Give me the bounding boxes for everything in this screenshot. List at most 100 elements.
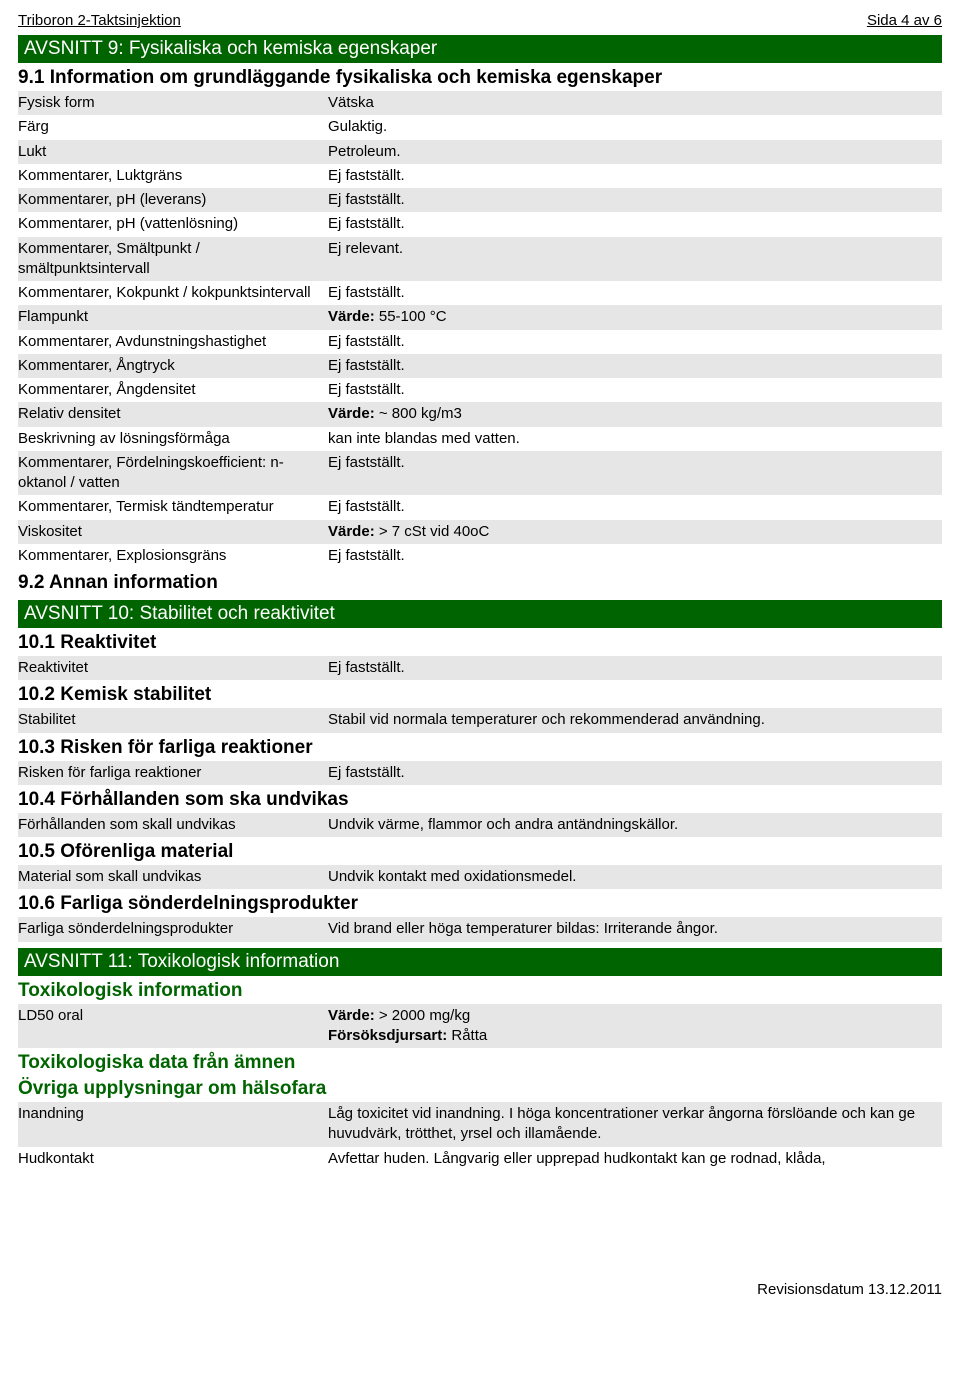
page-header: Triboron 2-Taktsinjektion Sida 4 av 6 xyxy=(18,12,942,29)
property-value: Ej fastställt. xyxy=(328,212,942,236)
section11-sub-tox: Toxikologisk information xyxy=(18,980,942,1002)
property-key: Relativ densitet xyxy=(18,402,328,426)
s10-r5-k: Material som skall undvikas xyxy=(18,865,328,889)
table-row: Kommentarer, ÅngdensitetEj fastställt. xyxy=(18,378,942,402)
table-row: Kommentarer, Fördelningskoefficient: n-o… xyxy=(18,451,942,496)
table-row: Kommentarer, AvdunstningshastighetEj fas… xyxy=(18,330,942,354)
property-key: Kommentarer, Kokpunkt / kokpunktsinterva… xyxy=(18,281,328,305)
property-key: Kommentarer, pH (vattenlösning) xyxy=(18,212,328,236)
s10-r3-k: Risken för farliga reaktioner xyxy=(18,761,328,785)
property-key: Kommentarer, Termisk tändtemperatur xyxy=(18,495,328,519)
property-key: Kommentarer, Ångtryck xyxy=(18,354,328,378)
table-row: LuktPetroleum. xyxy=(18,140,942,164)
table-row: Kommentarer, pH (vattenlösning)Ej fastst… xyxy=(18,212,942,236)
s10-r5-v: Undvik kontakt med oxidationsmedel. xyxy=(328,865,942,889)
property-value: Vätska xyxy=(328,91,942,115)
s11-ld50-vlabel: Värde: xyxy=(328,1007,375,1024)
property-value: Gulaktig. xyxy=(328,115,942,139)
property-value: Ej fastställt. xyxy=(328,495,942,519)
s11-ld50-vv: > 2000 mg/kg xyxy=(375,1007,470,1024)
property-key: Färg xyxy=(18,115,328,139)
s10-r6-v: Vid brand eller höga temperaturer bildas… xyxy=(328,917,942,941)
header-right: Sida 4 av 6 xyxy=(867,12,942,29)
s11-ld50-l2: Råtta xyxy=(447,1027,487,1044)
property-value: Ej fastställt. xyxy=(328,378,942,402)
s10-r4-k: Förhållanden som skall undvikas xyxy=(18,813,328,837)
property-key: Kommentarer, Fördelningskoefficient: n-o… xyxy=(18,451,328,496)
s11-inh-k: Inandning xyxy=(18,1102,328,1147)
section11-sub-data: Toxikologiska data från ämnen xyxy=(18,1052,942,1074)
property-value: Ej fastställt. xyxy=(328,544,942,568)
property-key: Kommentarer, Smältpunkt / smältpunktsint… xyxy=(18,237,328,282)
s11-hud-k: Hudkontakt xyxy=(18,1147,328,1171)
table-row: Kommentarer, Termisk tändtemperaturEj fa… xyxy=(18,495,942,519)
table-row: Kommentarer, Kokpunkt / kokpunktsinterva… xyxy=(18,281,942,305)
property-key: Fysisk form xyxy=(18,91,328,115)
property-value: Ej fastställt. xyxy=(328,451,942,496)
section11-title: AVSNITT 11: Toxikologisk information xyxy=(18,948,942,976)
property-value: Petroleum. xyxy=(328,140,942,164)
s10-r3-v: Ej fastställt. xyxy=(328,761,942,785)
s10-r5: Material som skall undvikas Undvik konta… xyxy=(18,865,942,889)
property-value: Ej relevant. xyxy=(328,237,942,282)
table-row: Kommentarer, ÅngtryckEj fastställt. xyxy=(18,354,942,378)
table-row: Fysisk formVätska xyxy=(18,91,942,115)
s10-r6-k: Farliga sönderdelningsprodukter xyxy=(18,917,328,941)
property-key: Kommentarer, pH (leverans) xyxy=(18,188,328,212)
section9-title: AVSNITT 9: Fysikaliska och kemiska egens… xyxy=(18,35,942,63)
s10-r4: Förhållanden som skall undvikas Undvik v… xyxy=(18,813,942,837)
s11-ld50-l2label: Försöksdjursart: xyxy=(328,1027,447,1044)
property-value: Värde: 55-100 °C xyxy=(328,305,942,329)
s10-r4-v: Undvik värme, flammor och andra antändni… xyxy=(328,813,942,837)
s10-r1-k: Reaktivitet xyxy=(18,656,328,680)
table-row: FlampunktVärde: 55-100 °C xyxy=(18,305,942,329)
section10-sub4: 10.4 Förhållanden som ska undvikas xyxy=(18,789,942,811)
s11-ld50-k: LD50 oral xyxy=(18,1004,328,1049)
section10-sub1: 10.1 Reaktivitet xyxy=(18,632,942,654)
s11-inh-v: Låg toxicitet vid inandning. I höga konc… xyxy=(328,1102,942,1147)
section11-sub-ov: Övriga upplysningar om hälsofara xyxy=(18,1078,942,1100)
property-value: Värde: > 7 cSt vid 40oC xyxy=(328,520,942,544)
section9-sub1: 9.1 Information om grundläggande fysikal… xyxy=(18,67,942,89)
section10-sub6: 10.6 Farliga sönderdelningsprodukter xyxy=(18,893,942,915)
footer-revision: Revisionsdatum 13.12.2011 xyxy=(18,1281,942,1298)
section10-sub3: 10.3 Risken för farliga reaktioner xyxy=(18,737,942,759)
property-key: Kommentarer, Avdunstningshastighet xyxy=(18,330,328,354)
table-row: Beskrivning av lösningsförmågakan inte b… xyxy=(18,427,942,451)
property-value: Ej fastställt. xyxy=(328,281,942,305)
property-key: Kommentarer, Luktgräns xyxy=(18,164,328,188)
property-value: Ej fastställt. xyxy=(328,164,942,188)
section9-sub2: 9.2 Annan information xyxy=(18,572,942,594)
property-key: Viskositet xyxy=(18,520,328,544)
s11-body: Inandning Låg toxicitet vid inandning. I… xyxy=(18,1102,942,1171)
s10-r2: Stabilitet Stabil vid normala temperatur… xyxy=(18,708,942,732)
section10-title: AVSNITT 10: Stabilitet och reaktivitet xyxy=(18,600,942,628)
table-row: Kommentarer, ExplosionsgränsEj fastställ… xyxy=(18,544,942,568)
property-key: Flampunkt xyxy=(18,305,328,329)
table-row: Kommentarer, pH (leverans)Ej fastställt. xyxy=(18,188,942,212)
table-row: Kommentarer, Smältpunkt / smältpunktsint… xyxy=(18,237,942,282)
s10-r1: Reaktivitet Ej fastställt. xyxy=(18,656,942,680)
s10-r6: Farliga sönderdelningsprodukter Vid bran… xyxy=(18,917,942,941)
property-key: Beskrivning av lösningsförmåga xyxy=(18,427,328,451)
s10-r2-v: Stabil vid normala temperaturer och reko… xyxy=(328,708,942,732)
s11-hud-v: Avfettar huden. Långvarig eller upprepad… xyxy=(328,1147,942,1171)
property-key: Kommentarer, Explosionsgräns xyxy=(18,544,328,568)
table-row: ViskositetVärde: > 7 cSt vid 40oC xyxy=(18,520,942,544)
table-row: Kommentarer, LuktgränsEj fastställt. xyxy=(18,164,942,188)
property-key: Lukt xyxy=(18,140,328,164)
table-row: FärgGulaktig. xyxy=(18,115,942,139)
property-value: Ej fastställt. xyxy=(328,188,942,212)
property-value: Ej fastställt. xyxy=(328,354,942,378)
table-row: Relativ densitetVärde: ~ 800 kg/m3 xyxy=(18,402,942,426)
s10-r1-v: Ej fastställt. xyxy=(328,656,942,680)
property-value: Ej fastställt. xyxy=(328,330,942,354)
section9-table: Fysisk formVätskaFärgGulaktig.LuktPetrol… xyxy=(18,91,942,568)
property-key: Kommentarer, Ångdensitet xyxy=(18,378,328,402)
s10-r3: Risken för farliga reaktioner Ej faststä… xyxy=(18,761,942,785)
section10-sub2: 10.2 Kemisk stabilitet xyxy=(18,684,942,706)
s11-ld50-v: Värde: > 2000 mg/kg Försöksdjursart: Råt… xyxy=(328,1004,942,1049)
s11-ld50: LD50 oral Värde: > 2000 mg/kg Försöksdju… xyxy=(18,1004,942,1049)
section10-sub5: 10.5 Oförenliga material xyxy=(18,841,942,863)
header-left: Triboron 2-Taktsinjektion xyxy=(18,12,181,29)
